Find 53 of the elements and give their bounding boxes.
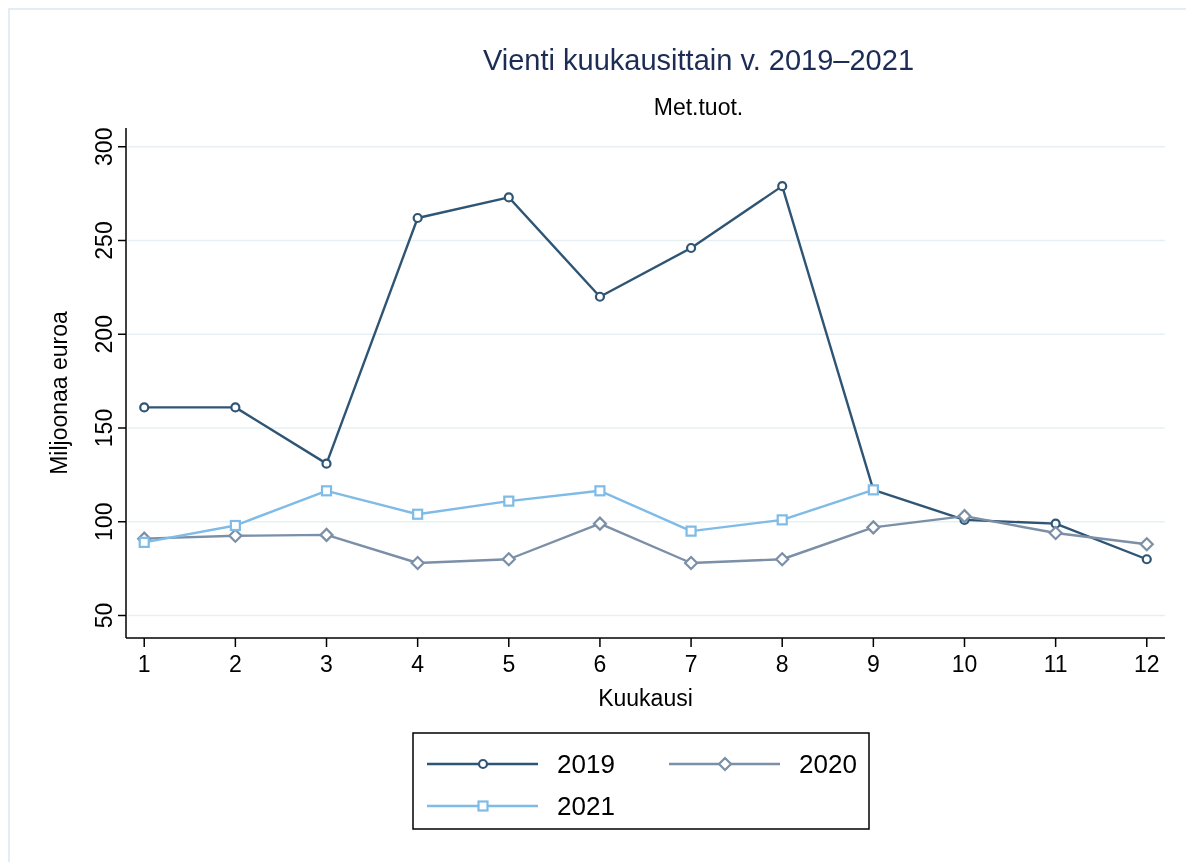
y-tick-label: 150 <box>91 408 117 448</box>
y-tick-label: 50 <box>91 602 117 629</box>
point <box>775 552 790 567</box>
x-axis-title: Kuukausi <box>598 685 693 711</box>
x-tick-label: 4 <box>411 651 425 677</box>
point <box>319 527 334 542</box>
point <box>139 402 150 413</box>
x-tick-label: 8 <box>775 651 789 677</box>
legend-label: 2019 <box>557 749 615 780</box>
point <box>592 516 608 531</box>
point <box>321 458 332 469</box>
y-tick-label: 200 <box>91 315 117 354</box>
x-tick-label: 2 <box>228 651 242 677</box>
x-tick-label: 6 <box>593 651 607 677</box>
point <box>501 552 516 567</box>
point <box>1141 554 1152 565</box>
y-tick-label: 100 <box>91 502 117 541</box>
y-tick-label: 300 <box>91 127 117 166</box>
point <box>503 192 514 203</box>
x-tick-label: 9 <box>866 651 880 677</box>
y-axis-title: Miljoonaa euroa <box>46 310 72 475</box>
point <box>685 242 697 254</box>
x-tick-label: 11 <box>1043 651 1068 677</box>
point <box>1048 525 1063 541</box>
point <box>683 555 699 571</box>
point <box>229 519 241 532</box>
point <box>1139 537 1154 552</box>
chart-subtitle: Met.tuot. <box>653 94 744 120</box>
point <box>777 181 788 192</box>
x-tick-label: 5 <box>502 651 516 677</box>
x-tick-label: 12 <box>1133 651 1160 677</box>
point <box>412 212 423 224</box>
point <box>594 485 606 497</box>
point <box>866 520 881 535</box>
point <box>776 514 788 526</box>
legend-label: 2020 <box>799 749 857 780</box>
point <box>320 485 333 497</box>
point <box>957 509 972 524</box>
point <box>685 525 697 537</box>
point <box>138 536 150 548</box>
x-tick-label: 10 <box>951 651 978 677</box>
chart-title: Vienti kuukausittain v. 2019–2021 <box>482 44 915 76</box>
point <box>410 555 425 571</box>
point <box>412 508 424 520</box>
point <box>503 495 515 507</box>
point <box>1050 518 1061 529</box>
x-tick-label: 3 <box>320 651 333 677</box>
x-tick-label: 1 <box>137 651 151 677</box>
y-tick-label: 250 <box>91 221 117 260</box>
point <box>230 402 241 413</box>
x-tick-label: 7 <box>684 651 698 677</box>
legend-label: 2021 <box>557 791 615 822</box>
point <box>594 291 606 302</box>
